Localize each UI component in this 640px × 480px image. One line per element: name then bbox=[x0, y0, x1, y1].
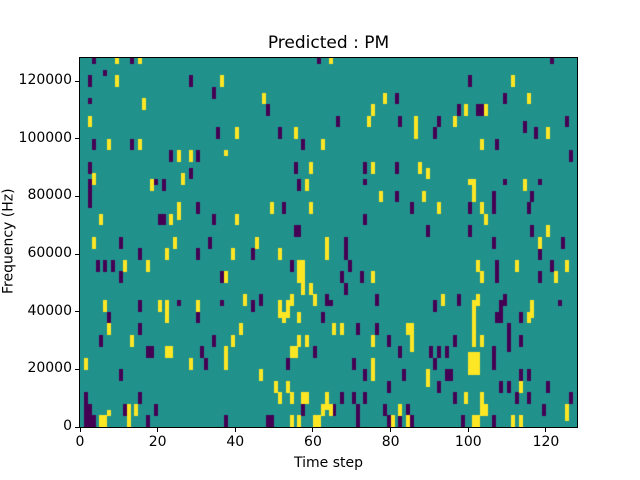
plot-area bbox=[79, 57, 578, 428]
x-tick-mark bbox=[467, 428, 469, 432]
heatmap-canvas bbox=[80, 58, 577, 427]
y-tick-mark bbox=[75, 368, 79, 370]
y-tick-label: 80000 bbox=[27, 187, 72, 204]
y-tick-label: 40000 bbox=[27, 302, 72, 319]
x-tick-label: 100 bbox=[454, 434, 482, 450]
x-tick-mark bbox=[234, 428, 236, 432]
x-tick-label: 20 bbox=[148, 434, 167, 450]
x-tick-label: 40 bbox=[226, 434, 245, 450]
chart-title: Predicted : PM bbox=[267, 33, 390, 53]
y-tick-mark bbox=[75, 311, 79, 313]
x-tick-mark bbox=[312, 428, 314, 432]
x-tick-mark bbox=[157, 428, 159, 432]
y-tick-label: 60000 bbox=[27, 245, 72, 262]
y-tick-label: 0 bbox=[63, 418, 72, 434]
y-tick-mark bbox=[75, 195, 79, 197]
y-tick-mark bbox=[75, 426, 79, 428]
y-axis-label: Frequency (Hz) bbox=[0, 188, 17, 295]
y-tick-mark bbox=[75, 253, 79, 255]
x-tick-label: 80 bbox=[381, 434, 400, 450]
x-axis-label: Time step bbox=[294, 455, 363, 471]
x-tick-label: 60 bbox=[304, 434, 322, 450]
x-tick-label: 0 bbox=[75, 434, 85, 450]
y-tick-mark bbox=[75, 138, 79, 140]
x-tick-mark bbox=[545, 428, 547, 432]
y-tick-label: 100000 bbox=[18, 129, 72, 146]
x-tick-mark bbox=[79, 428, 81, 432]
y-tick-label: 120000 bbox=[18, 72, 72, 89]
y-tick-label: 20000 bbox=[27, 360, 72, 377]
x-tick-label: 120 bbox=[532, 434, 560, 450]
y-tick-mark bbox=[75, 80, 79, 82]
x-tick-mark bbox=[390, 428, 392, 432]
